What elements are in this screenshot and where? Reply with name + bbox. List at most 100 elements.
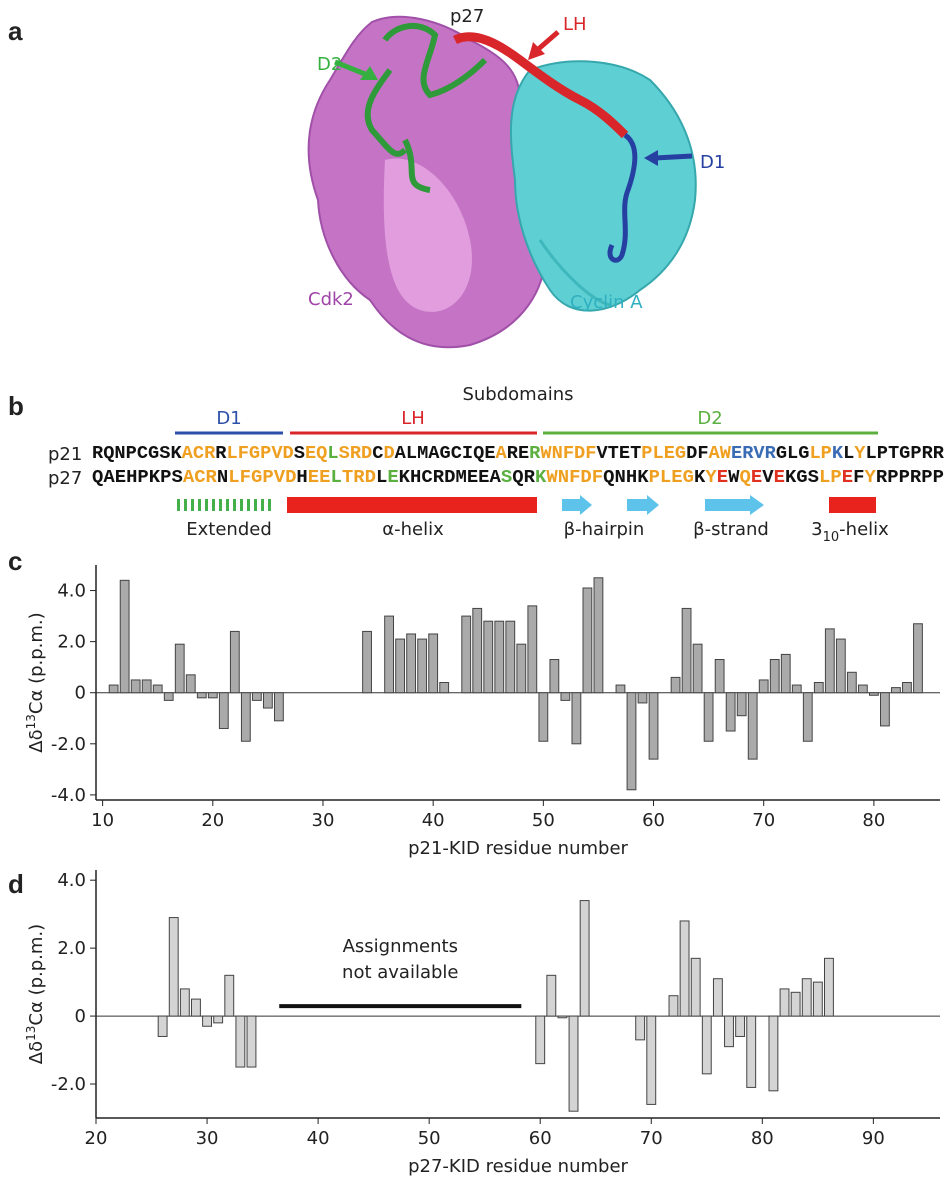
bar (813, 682, 824, 694)
panel-label: b (8, 391, 24, 421)
bar (152, 684, 163, 694)
residue-segment: L (843, 444, 854, 464)
residue-segment: WNFDF (540, 444, 596, 464)
bar (891, 687, 901, 694)
bar (439, 682, 450, 694)
bar (108, 684, 119, 694)
residue-segment: ACR (183, 468, 217, 488)
bar (196, 692, 207, 699)
residue-segment: R (529, 444, 540, 464)
y-tick-label: 2.0 (57, 938, 86, 959)
y-axis-label-part: Cα (p.p.m.) (26, 612, 47, 714)
bar (130, 679, 141, 694)
x-tick-label: 30 (196, 1128, 219, 1149)
bar (824, 628, 835, 694)
bar (362, 630, 372, 694)
bar (582, 587, 593, 694)
bar (692, 643, 703, 694)
residue-segment: QAEHPKPS (92, 468, 183, 488)
residue-segment: K (832, 444, 843, 464)
bar (557, 1015, 568, 1019)
bar (668, 995, 679, 1017)
y-tick-label: 4.0 (57, 581, 86, 602)
bar (417, 638, 428, 694)
bar (690, 957, 701, 1017)
x-axis-label: p21-KID residue number (408, 838, 628, 859)
residue-segment: Y (864, 468, 876, 488)
strand-arrow (562, 495, 592, 515)
ss-label: Extended (186, 519, 272, 540)
bar (635, 1015, 646, 1041)
annotation-text: not available (342, 962, 458, 983)
residue-segment: H (296, 468, 307, 488)
residue-segment: N (217, 468, 228, 488)
ss-label-part: -helix (839, 519, 889, 540)
ss-label: β-hairpin (564, 519, 645, 540)
residue-segment: V (762, 468, 774, 488)
residue-segment: LP (809, 444, 832, 464)
bar (615, 684, 626, 694)
bar (202, 1015, 212, 1027)
residue-segment: C (372, 444, 383, 464)
subdomains-title: Subdomains (462, 384, 573, 405)
residue-segment: K (694, 468, 706, 488)
x-tick-label: 10 (91, 810, 114, 831)
lh-arrowhead (528, 42, 545, 60)
d2-arrow (334, 59, 371, 79)
bar (902, 682, 912, 694)
bar (868, 692, 879, 696)
p27-lh-helix (452, 32, 629, 139)
residue-segment: ERVR (731, 444, 776, 464)
residue-segment: EQ (305, 444, 328, 464)
bar (560, 692, 571, 701)
p27-d1-ribbon (607, 132, 638, 263)
bar (747, 692, 758, 760)
bar (637, 692, 648, 704)
bar (712, 978, 723, 1017)
sequence: QAEHPKPS ACRNLFGPVD HEELTRDLEKHCRDMEEA SQRK… (92, 468, 944, 488)
residue-segment: KGS (785, 468, 819, 488)
residue-segment: LFGPVD (228, 468, 296, 488)
subdomain-label: D1 (216, 408, 241, 429)
bar (191, 998, 201, 1017)
bar (235, 1015, 246, 1068)
bar (835, 638, 846, 694)
residue-segment: SRD (339, 444, 373, 464)
bar (179, 988, 190, 1017)
ss-label: β-strand (693, 519, 769, 540)
bar (679, 920, 690, 1017)
residue-segment: Y (854, 444, 865, 464)
bar (494, 620, 505, 694)
annotation-text: Assignments (343, 936, 458, 957)
bar (571, 692, 582, 745)
residue-segment: GLG (776, 444, 810, 464)
residue-segment: S (294, 444, 305, 464)
residue-segment: EE (308, 468, 331, 488)
bar (779, 988, 790, 1017)
x-tick-label: 50 (532, 810, 555, 831)
bar (174, 643, 185, 694)
bar (273, 692, 284, 722)
residue-segment: TRD (342, 468, 376, 488)
y-tick-label: 0 (75, 683, 86, 704)
bar (546, 974, 557, 1017)
x-tick-label: 60 (642, 810, 665, 831)
bar (802, 692, 813, 742)
x-tick-label: 80 (751, 1128, 774, 1149)
structure-label: D2 (317, 54, 342, 75)
residue-segment: RPPRPP (876, 468, 944, 488)
residue-segment: L (331, 468, 342, 488)
subdomain-label: D2 (697, 408, 722, 429)
residue-segment: Y (705, 468, 717, 488)
bar (681, 607, 692, 694)
ss-label-sub: 10 (823, 530, 840, 545)
y-axis-label-part: Δδ (26, 1041, 47, 1064)
bar (428, 633, 439, 694)
y-tick-label: 4.0 (57, 870, 86, 891)
bar (791, 684, 802, 694)
residue-segment: LP (819, 468, 842, 488)
bar (549, 659, 560, 694)
y-axis-label-part: 13 (24, 714, 38, 729)
residue-segment: DF (686, 444, 708, 464)
